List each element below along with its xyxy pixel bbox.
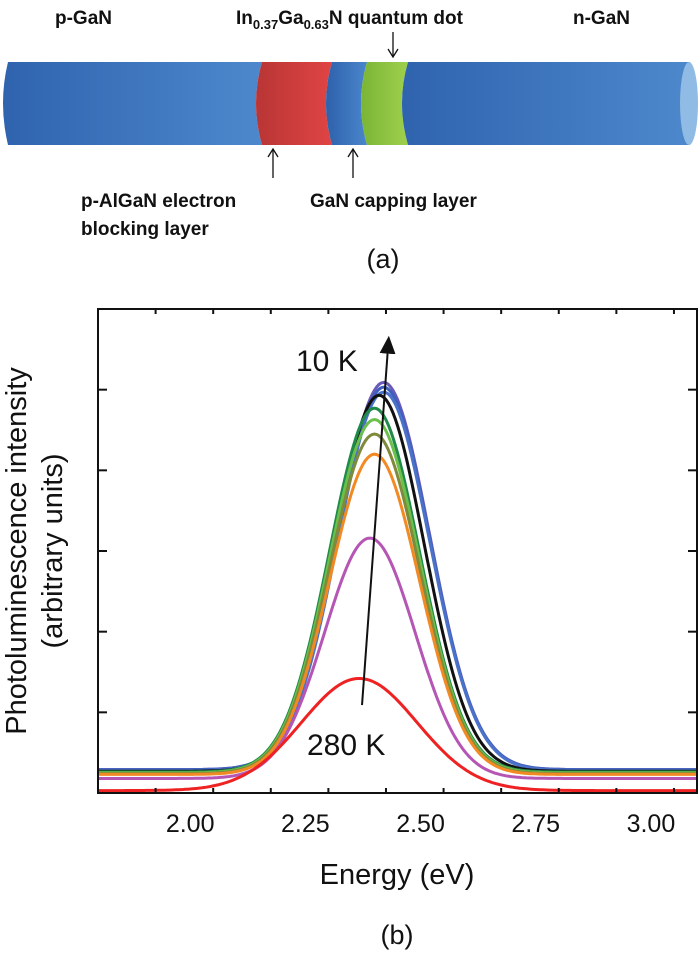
spectrum-curve-8 bbox=[98, 452, 697, 776]
x-tick-labels: 2.00 2.25 2.50 2.75 3.00 bbox=[166, 810, 675, 838]
x-tick-label: 2.25 bbox=[281, 810, 330, 838]
plot-frame bbox=[97, 308, 698, 794]
x-tick-label: 2.50 bbox=[396, 810, 445, 838]
algan-electron-blocking-layer bbox=[256, 62, 332, 145]
gan-capping-layer bbox=[326, 62, 367, 145]
annotation-280k: 280 K bbox=[307, 729, 385, 762]
annotation-10k: 10 K bbox=[296, 345, 358, 378]
capping-label: GaN capping layer bbox=[310, 191, 477, 212]
spectrum-curve-10 bbox=[98, 677, 697, 793]
quantum-dot-label: In0.37Ga0.63N quantum dot bbox=[236, 8, 464, 32]
axis-ticks bbox=[98, 309, 697, 793]
quantum-dot-arrow-head bbox=[387, 48, 399, 59]
n-gan-label: n-GaN bbox=[573, 8, 630, 29]
panel-a-label: (a) bbox=[367, 244, 400, 274]
x-tick-label: 2.75 bbox=[511, 810, 560, 838]
ebl-arrow-head bbox=[267, 147, 279, 158]
y-axis-title-line1: Photoluminescence intensity bbox=[1, 367, 33, 735]
ebl-label-line1: p-AlGaN electron bbox=[81, 191, 236, 212]
ingan-quantum-dot bbox=[361, 62, 408, 145]
nanowire-diagram: p-GaN In0.37Ga0.63N quantum dot n-GaN p-… bbox=[3, 8, 698, 274]
y-axis-title-line2: (arbitrary units) bbox=[37, 454, 69, 649]
panel-b-label: (b) bbox=[381, 920, 414, 950]
n-gan-segment bbox=[402, 62, 690, 145]
spectrum-curve-9 bbox=[98, 536, 697, 780]
x-tick-label: 2.00 bbox=[166, 810, 215, 838]
ebl-label-line2: blocking layer bbox=[81, 219, 209, 240]
p-gan-label: p-GaN bbox=[55, 8, 112, 29]
x-tick-label: 3.00 bbox=[627, 810, 676, 838]
temperature-arrow bbox=[361, 335, 396, 706]
p-gan-segment bbox=[3, 62, 262, 145]
x-axis-title: Energy (eV) bbox=[320, 859, 475, 891]
nanowire-end-cap bbox=[680, 62, 698, 145]
spectrum-curve-7 bbox=[98, 432, 697, 776]
capping-arrow-head bbox=[347, 147, 359, 158]
pl-spectra-chart: 2.00 2.25 2.50 2.75 3.00 10 K 280 K Energy (… bbox=[1, 308, 698, 950]
spectra-curves bbox=[98, 380, 697, 793]
